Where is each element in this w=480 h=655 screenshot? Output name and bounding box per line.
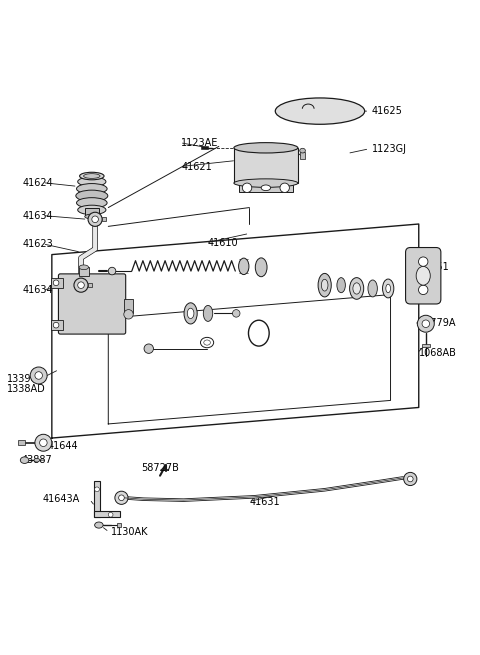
Text: 41634: 41634 (23, 210, 53, 221)
Bar (124, 299, 133, 313)
Text: 41623: 41623 (23, 239, 53, 249)
Circle shape (242, 183, 252, 193)
Ellipse shape (187, 309, 194, 318)
Ellipse shape (234, 143, 298, 153)
Ellipse shape (318, 273, 331, 297)
Text: 41621: 41621 (181, 162, 212, 172)
Ellipse shape (76, 183, 107, 194)
Ellipse shape (95, 522, 103, 528)
Circle shape (88, 212, 102, 227)
Ellipse shape (80, 172, 104, 179)
Text: 1339CD: 1339CD (7, 374, 46, 384)
Ellipse shape (337, 278, 346, 293)
Ellipse shape (204, 305, 213, 322)
Ellipse shape (76, 190, 108, 202)
Circle shape (408, 476, 413, 482)
Text: 41610: 41610 (207, 238, 238, 248)
Ellipse shape (261, 185, 271, 191)
Bar (422, 345, 430, 347)
Circle shape (53, 322, 59, 328)
Circle shape (35, 372, 42, 379)
Text: 41631: 41631 (250, 496, 280, 506)
Circle shape (124, 310, 133, 319)
Circle shape (108, 512, 113, 517)
Circle shape (419, 285, 428, 295)
Bar (79, 267, 88, 276)
Ellipse shape (239, 258, 249, 274)
Bar (51, 320, 63, 330)
Ellipse shape (79, 265, 88, 270)
Text: 58727B: 58727B (141, 462, 179, 473)
Text: 41644: 41644 (47, 441, 78, 451)
Bar (117, 523, 121, 527)
Ellipse shape (204, 340, 210, 345)
Bar (300, 152, 305, 159)
Circle shape (108, 267, 116, 275)
Text: 1123GJ: 1123GJ (372, 143, 407, 154)
Ellipse shape (255, 258, 267, 276)
Text: 1068AB: 1068AB (419, 348, 456, 358)
Text: 43887: 43887 (21, 455, 52, 465)
Ellipse shape (349, 278, 364, 299)
Text: 41624: 41624 (23, 178, 53, 187)
Circle shape (404, 472, 417, 485)
Circle shape (78, 282, 84, 288)
Circle shape (417, 315, 434, 332)
Circle shape (422, 320, 430, 328)
Ellipse shape (234, 179, 298, 187)
Text: 41634: 41634 (23, 285, 53, 295)
Ellipse shape (76, 198, 107, 208)
Bar (234, 148, 298, 183)
Ellipse shape (368, 280, 377, 297)
Ellipse shape (383, 279, 394, 298)
Ellipse shape (184, 303, 197, 324)
Ellipse shape (201, 337, 214, 348)
Circle shape (95, 487, 99, 492)
Circle shape (53, 280, 59, 286)
Text: 1123AE: 1123AE (181, 138, 218, 147)
FancyBboxPatch shape (59, 274, 126, 334)
Circle shape (232, 310, 240, 317)
Text: 43779A: 43779A (419, 318, 456, 328)
FancyBboxPatch shape (406, 248, 441, 304)
Ellipse shape (252, 324, 266, 342)
Text: 1338AD: 1338AD (7, 384, 46, 394)
Text: 41651: 41651 (419, 262, 449, 272)
Text: 41643A: 41643A (42, 494, 80, 504)
Circle shape (119, 495, 124, 500)
Ellipse shape (249, 320, 269, 346)
Bar (239, 183, 293, 193)
Ellipse shape (78, 205, 106, 215)
Bar (202, 147, 208, 149)
Text: 1130AK: 1130AK (110, 527, 148, 537)
Circle shape (280, 183, 289, 193)
Ellipse shape (353, 283, 360, 294)
Circle shape (92, 216, 98, 223)
Text: 41625: 41625 (372, 106, 403, 116)
Circle shape (115, 491, 128, 504)
Circle shape (30, 367, 47, 384)
Circle shape (419, 257, 428, 267)
Bar (94, 481, 100, 517)
Ellipse shape (416, 267, 430, 285)
Circle shape (74, 278, 88, 292)
Circle shape (40, 439, 47, 447)
Ellipse shape (78, 177, 106, 187)
Bar (17, 440, 24, 445)
Ellipse shape (85, 214, 99, 219)
Bar (94, 511, 120, 517)
Bar (87, 283, 92, 287)
Circle shape (35, 434, 52, 451)
Bar (51, 278, 63, 288)
Ellipse shape (34, 458, 40, 462)
Ellipse shape (276, 98, 365, 124)
Ellipse shape (84, 174, 100, 178)
Bar (102, 217, 107, 221)
Ellipse shape (20, 457, 29, 464)
Bar (85, 208, 99, 217)
Circle shape (144, 344, 154, 353)
Ellipse shape (386, 284, 391, 293)
Ellipse shape (322, 279, 328, 291)
Ellipse shape (300, 148, 305, 153)
